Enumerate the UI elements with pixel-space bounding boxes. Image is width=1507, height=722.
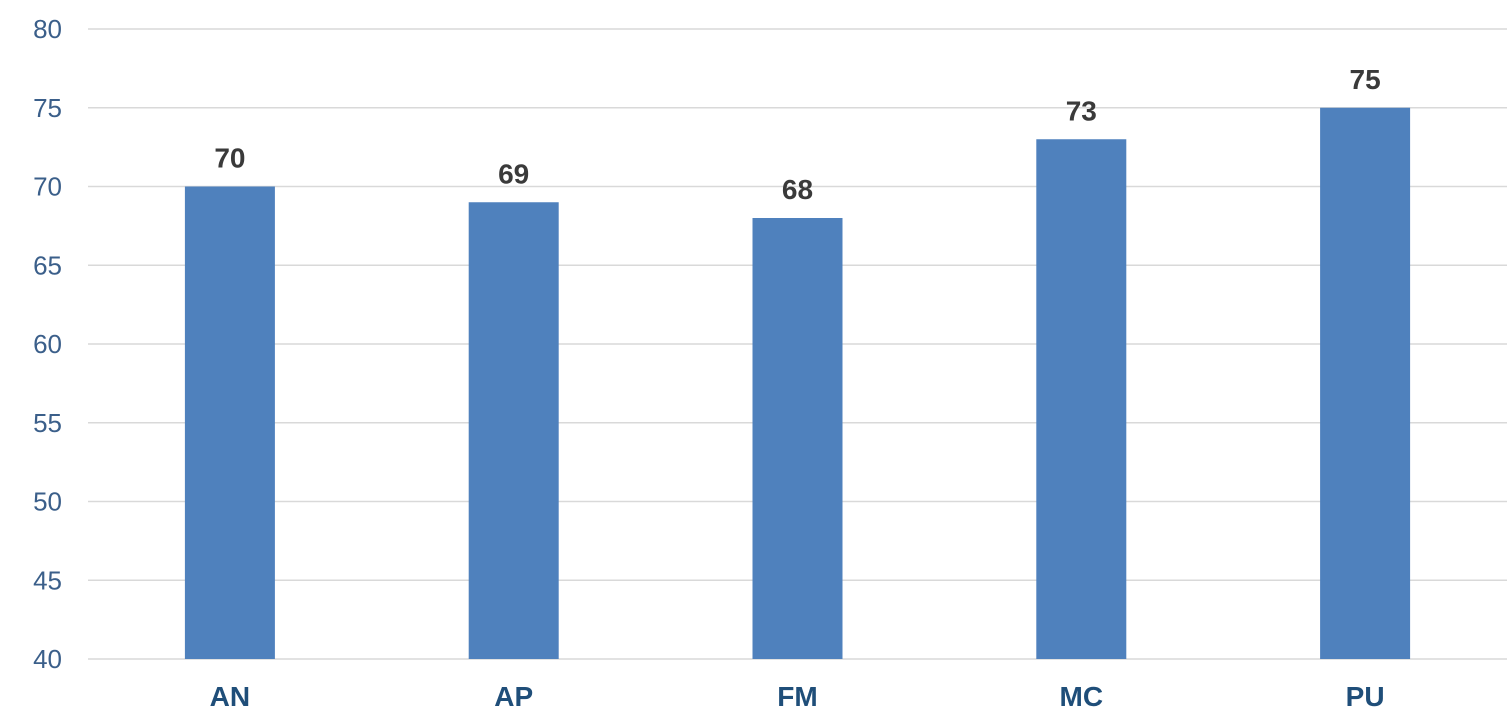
- y-tick-label: 55: [33, 408, 62, 438]
- y-axis: 40 45 50 55 60 65 70 75 80: [33, 14, 62, 674]
- y-tick-label: 45: [33, 565, 62, 595]
- y-tick-label: 70: [33, 172, 62, 202]
- data-label-fm: 68: [782, 174, 813, 205]
- bars: [184, 107, 1411, 659]
- bar-fm: [752, 218, 843, 659]
- bar-ap: [468, 202, 559, 659]
- x-tick-label-an: AN: [210, 681, 250, 712]
- y-tick-label: 40: [33, 644, 62, 674]
- y-tick-label: 75: [33, 93, 62, 123]
- y-tick-label: 50: [33, 487, 62, 517]
- data-label-an: 70: [214, 143, 245, 174]
- data-label-ap: 69: [498, 158, 529, 189]
- data-labels: 70 69 68 73 75: [214, 64, 1380, 205]
- x-tick-label-mc: MC: [1060, 681, 1104, 712]
- x-tick-label-pu: PU: [1346, 681, 1385, 712]
- data-label-mc: 73: [1066, 95, 1097, 126]
- bar-an: [184, 186, 275, 659]
- data-label-pu: 75: [1350, 64, 1381, 95]
- bar-mc: [1036, 139, 1127, 659]
- y-tick-label: 80: [33, 14, 62, 44]
- y-tick-label: 65: [33, 250, 62, 280]
- x-axis: AN AP FM MC PU: [210, 681, 1385, 712]
- x-tick-label-ap: AP: [494, 681, 533, 712]
- x-tick-label-fm: FM: [777, 681, 817, 712]
- y-tick-label: 60: [33, 329, 62, 359]
- bar-pu: [1320, 107, 1411, 659]
